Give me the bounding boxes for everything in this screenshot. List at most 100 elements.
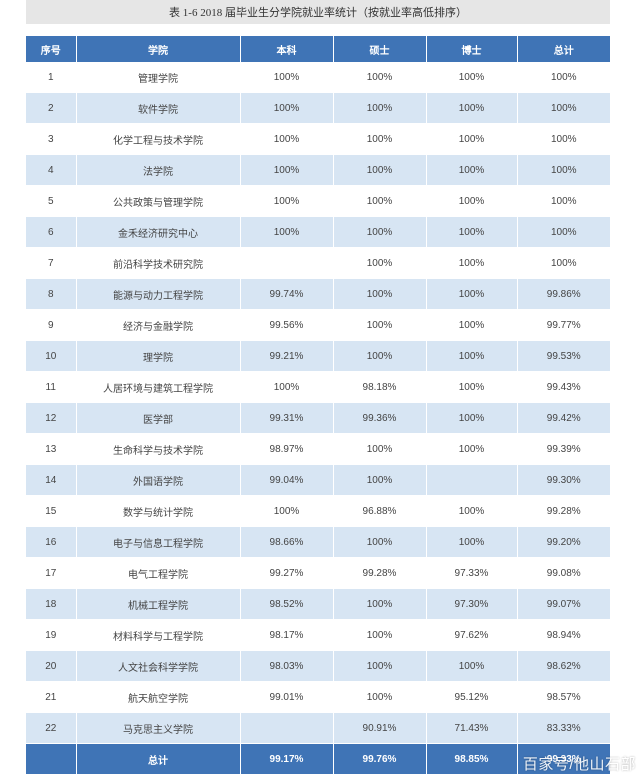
cell-bachelor: 99.74% — [240, 278, 334, 310]
table-row: 7 前沿科学技术研究院 100% 100% 100% — [26, 247, 610, 279]
cell-index: 12 — [26, 402, 77, 434]
cell-total: 99.42% — [517, 402, 610, 434]
cell-total: 100% — [517, 185, 610, 217]
cell-college: 法学院 — [76, 154, 241, 186]
cell-bachelor: 100% — [240, 92, 334, 124]
cell-master: 99.28% — [333, 557, 427, 589]
cell-index: 20 — [26, 650, 77, 682]
cell-college: 金禾经济研究中心 — [76, 216, 241, 248]
cell-doctor: 97.33% — [426, 557, 518, 589]
table-row: 12 医学部 99.31% 99.36% 100% 99.42% — [26, 402, 610, 434]
cell-master: 90.91% — [333, 712, 427, 744]
cell-college: 医学部 — [76, 402, 241, 434]
cell-index: 19 — [26, 619, 77, 651]
cell-bachelor: 100% — [240, 62, 334, 93]
cell-index: 9 — [26, 309, 77, 341]
cell-master: 100% — [333, 340, 427, 372]
cell-bachelor: 99.04% — [240, 464, 334, 496]
cell-master: 100% — [333, 619, 427, 651]
cell-college: 机械工程学院 — [76, 588, 241, 620]
table-row: 19 材料科学与工程学院 98.17% 100% 97.62% 98.94% — [26, 619, 610, 651]
cell-college: 软件学院 — [76, 92, 241, 124]
cell-total: 99.08% — [517, 557, 610, 589]
table-row: 22 马克思主义学院 90.91% 71.43% 83.33% — [26, 712, 610, 744]
table-total-row: 总计 99.17% 99.76% 98.85% 99.33% — [26, 743, 610, 775]
cell-doctor: 100% — [426, 433, 518, 465]
cell-total: 99.43% — [517, 371, 610, 403]
table-row: 10 理学院 99.21% 100% 100% 99.53% — [26, 340, 610, 372]
cell-index: 10 — [26, 340, 77, 372]
cell-index: 11 — [26, 371, 77, 403]
cell-index: 4 — [26, 154, 77, 186]
header-college: 学院 — [76, 36, 241, 62]
cell-doctor: 95.12% — [426, 681, 518, 713]
cell-master: 100% — [333, 464, 427, 496]
cell-bachelor: 98.03% — [240, 650, 334, 682]
table-row: 5 公共政策与管理学院 100% 100% 100% 100% — [26, 185, 610, 217]
cell-college: 能源与动力工程学院 — [76, 278, 241, 310]
cell-bachelor: 100% — [240, 123, 334, 155]
cell-doctor: 71.43% — [426, 712, 518, 744]
total-master: 99.76% — [333, 743, 427, 775]
cell-bachelor: 98.97% — [240, 433, 334, 465]
cell-master: 99.36% — [333, 402, 427, 434]
cell-master: 96.88% — [333, 495, 427, 527]
cell-college: 航天航空学院 — [76, 681, 241, 713]
cell-total: 99.30% — [517, 464, 610, 496]
cell-college: 电子与信息工程学院 — [76, 526, 241, 558]
cell-bachelor: 99.27% — [240, 557, 334, 589]
cell-college: 人居环境与建筑工程学院 — [76, 371, 241, 403]
cell-index: 22 — [26, 712, 77, 744]
cell-master: 100% — [333, 278, 427, 310]
cell-bachelor: 100% — [240, 495, 334, 527]
cell-doctor — [426, 464, 518, 496]
cell-college: 化学工程与技术学院 — [76, 123, 241, 155]
cell-doctor: 100% — [426, 650, 518, 682]
table-row: 6 金禾经济研究中心 100% 100% 100% 100% — [26, 216, 610, 248]
table-row: 9 经济与金融学院 99.56% 100% 100% 99.77% — [26, 309, 610, 341]
cell-index: 5 — [26, 185, 77, 217]
cell-college: 生命科学与技术学院 — [76, 433, 241, 465]
cell-bachelor: 98.17% — [240, 619, 334, 651]
cell-doctor: 100% — [426, 340, 518, 372]
cell-index: 1 — [26, 62, 77, 93]
cell-master: 100% — [333, 216, 427, 248]
cell-total: 83.33% — [517, 712, 610, 744]
cell-master: 100% — [333, 154, 427, 186]
cell-total: 100% — [517, 92, 610, 124]
cell-master: 100% — [333, 588, 427, 620]
cell-total: 99.20% — [517, 526, 610, 558]
cell-index: 8 — [26, 278, 77, 310]
employment-rate-table: 序号 学院 本科 硕士 博士 总计 1 管理学院 100% 100% 100% 100% 2… — [26, 36, 610, 775]
total-doctor: 98.85% — [426, 743, 518, 775]
cell-total: 99.39% — [517, 433, 610, 465]
header-bachelor: 本科 — [240, 36, 334, 62]
cell-total: 98.57% — [517, 681, 610, 713]
cell-bachelor — [240, 712, 334, 744]
cell-doctor: 100% — [426, 92, 518, 124]
total-overall: 99.33% — [517, 743, 610, 775]
table-caption: 表 1-6 2018 届毕业生分学院就业率统计（按就业率高低排序） — [26, 0, 610, 24]
cell-master: 100% — [333, 62, 427, 93]
table-row: 1 管理学院 100% 100% 100% 100% — [26, 62, 610, 93]
cell-total: 100% — [517, 154, 610, 186]
table-row: 18 机械工程学院 98.52% 100% 97.30% 99.07% — [26, 588, 610, 620]
cell-doctor: 97.30% — [426, 588, 518, 620]
cell-doctor: 100% — [426, 154, 518, 186]
table-row: 15 数学与统计学院 100% 96.88% 100% 99.28% — [26, 495, 610, 527]
cell-doctor: 100% — [426, 371, 518, 403]
table-row: 11 人居环境与建筑工程学院 100% 98.18% 100% 99.43% — [26, 371, 610, 403]
cell-doctor: 100% — [426, 309, 518, 341]
cell-master: 100% — [333, 185, 427, 217]
table-row: 17 电气工程学院 99.27% 99.28% 97.33% 99.08% — [26, 557, 610, 589]
cell-doctor: 97.62% — [426, 619, 518, 651]
cell-total: 99.77% — [517, 309, 610, 341]
cell-total: 99.86% — [517, 278, 610, 310]
cell-bachelor: 100% — [240, 371, 334, 403]
cell-college: 人文社会科学学院 — [76, 650, 241, 682]
table-row: 2 软件学院 100% 100% 100% 100% — [26, 92, 610, 124]
table-caption-text: 表 1-6 2018 届毕业生分学院就业率统计（按就业率高低排序） — [169, 7, 467, 19]
header-master: 硕士 — [333, 36, 427, 62]
cell-index: 15 — [26, 495, 77, 527]
watermark: 百家号/他山石部 — [522, 756, 636, 773]
